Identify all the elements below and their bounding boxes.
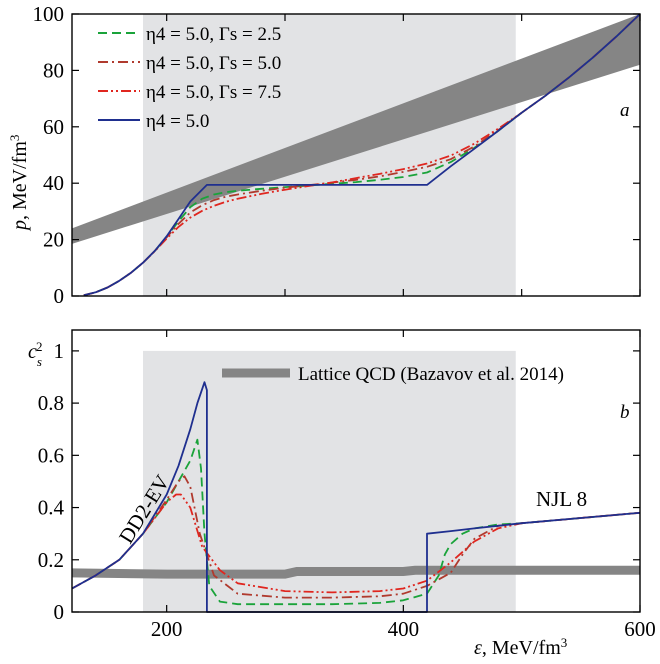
lattice-legend-label: Lattice QCD (Bazavov et al. 2014)	[298, 364, 564, 385]
panel-b-y-tick-label: 1	[54, 339, 65, 363]
panel-b-x-tick-label: 600	[624, 617, 656, 641]
panel-b-ticks: 200 400 600 0 0.2 0.4 0.6 0.8 1	[38, 330, 656, 641]
panel-b-series	[71, 381, 641, 613]
legend-label-3: η4 = 5.0	[146, 111, 209, 132]
panel-b-lattice-band	[71, 565, 640, 579]
panel-a-lattice-band	[72, 14, 640, 244]
panel-b-y-tick-label: 0.8	[38, 391, 64, 415]
panel-a: 0 20 40 60 80 100 p, MeV/fm3 a η4 = 5.0, Γs =…	[7, 2, 641, 308]
panel-b-series-line-2	[71, 493, 641, 594]
panel-b-y-tick-label: 0	[54, 600, 65, 624]
panel-b-y-tick-label: 0.6	[38, 443, 64, 467]
panel-a-y-axis-title: p, MeV/fm3	[7, 135, 32, 232]
legend-label-2: η4 = 5.0, Γs = 7.5	[146, 82, 281, 103]
panel-b-x-tick-label: 400	[388, 617, 420, 641]
panel-b-series-line-3	[71, 381, 641, 613]
panel-a-series-line-3	[83, 13, 641, 297]
panel-a-y-tick-label: 80	[43, 58, 64, 82]
panel-b-y-axis-title: cs2	[28, 339, 42, 369]
legend-label-0: η4 = 5.0, Γs = 2.5	[146, 24, 281, 45]
legend-label-1: η4 = 5.0, Γs = 5.0	[146, 53, 281, 74]
panel-b-x-axis-title: ε, MeV/fm3	[474, 635, 567, 660]
panel-a-y-tick-label: 100	[33, 2, 65, 26]
panel-a-series	[83, 13, 641, 297]
panel-a-y-tick-label: 0	[54, 284, 65, 308]
panel-b-series-line-1	[71, 475, 641, 599]
panel-b-frame	[71, 329, 641, 613]
panel-b-x-tick-label: 200	[151, 617, 183, 641]
panel-b-letter: b	[620, 402, 630, 423]
panel-b-y-tick-label: 0.4	[38, 496, 65, 520]
panel-a-frame	[71, 13, 641, 297]
panel-a-ticks: 0 20 40 60 80 100	[33, 2, 641, 308]
panel-b-y-tick-label: 0.2	[38, 548, 64, 572]
panel-a-y-tick-label: 40	[43, 171, 64, 195]
panel-a-legend: η4 = 5.0, Γs = 2.5 η4 = 5.0, Γs = 5.0 η4 =…	[98, 24, 281, 132]
panel-a-letter: a	[620, 100, 630, 121]
panel-a-y-tick-label: 20	[43, 228, 64, 252]
panel-a-y-tick-label: 60	[43, 115, 64, 139]
annotation-njl-8: NJL 8	[536, 487, 587, 511]
panel-b: 200 400 600 0 0.2 0.4 0.6 0.8 1 cs2 b Lattice QC…	[28, 329, 656, 660]
